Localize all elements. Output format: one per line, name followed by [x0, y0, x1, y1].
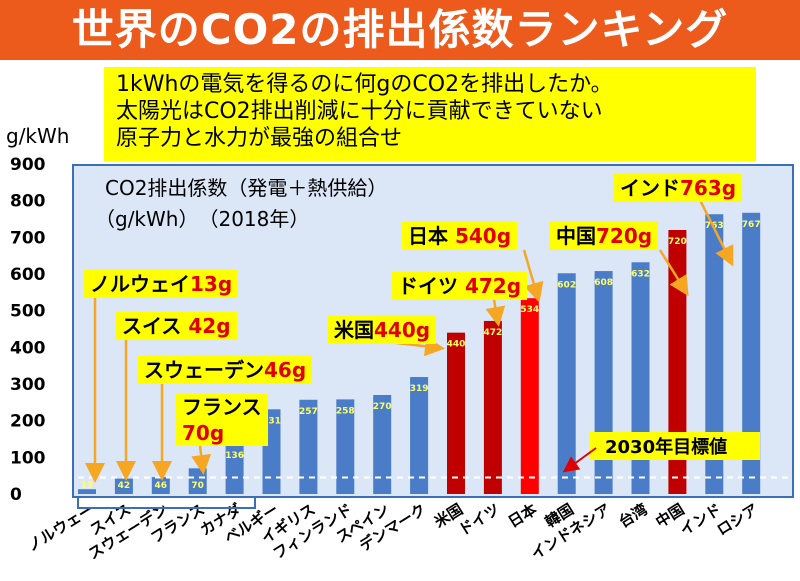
- page-title: 世界のCO2の排出係数ランキング: [71, 5, 729, 54]
- annotation-arrow: [485, 299, 506, 327]
- y-tick-label: 600: [10, 265, 46, 285]
- data-label: 472: [484, 328, 503, 338]
- bar: [299, 399, 318, 494]
- data-label: 720: [668, 237, 687, 247]
- annotation-usa: 米国440g: [328, 316, 437, 344]
- data-label: 608: [594, 278, 613, 288]
- x-tick-label: ロシア: [714, 500, 762, 539]
- bar: [557, 273, 576, 494]
- bar: [336, 399, 355, 494]
- data-label: 632: [631, 269, 650, 279]
- group-bracket: [77, 498, 256, 509]
- bar: [78, 489, 96, 494]
- bar: [520, 298, 539, 494]
- target-label-box: [590, 432, 760, 460]
- bar: [114, 478, 133, 494]
- y-tick-label: 300: [10, 375, 46, 395]
- annotation-france: フランス 70g: [176, 394, 268, 446]
- bar: [742, 212, 761, 494]
- title-bar: [0, 0, 800, 60]
- y-tick-label: 800: [10, 192, 46, 212]
- note-line-1: 1kWhの電気を得るのに何gのCO2を排出したか。: [116, 72, 613, 97]
- chart-subtitle: （g/kWh） （2018年）: [95, 207, 309, 231]
- y-tick-label: 0: [10, 485, 22, 505]
- annotation-arrow: [522, 249, 544, 303]
- data-label: 46: [155, 481, 168, 491]
- bar: [410, 377, 429, 494]
- note-line-2: 太陽光はCO2排出削減に十分に貢献できていない: [116, 99, 603, 124]
- annotation-china: 中国720g: [550, 222, 659, 250]
- data-label: 257: [299, 407, 318, 417]
- data-label: 42: [118, 481, 131, 491]
- bar: [705, 214, 724, 494]
- chart-title: CO2排出係数（発電＋熱供給）: [105, 176, 387, 200]
- annotation-switzerland: スイス 42g: [116, 312, 237, 340]
- bar: [594, 271, 613, 494]
- y-tick-label: 900: [10, 155, 46, 175]
- data-label: 258: [336, 406, 355, 416]
- y-tick-label: 500: [10, 302, 46, 322]
- bar: [373, 395, 392, 494]
- annotation-arrow: [658, 249, 689, 297]
- annotation-germany: ドイツ 472g: [392, 272, 528, 300]
- annotation-norway: ノルウェイ13g: [84, 270, 239, 298]
- target-arrow: [562, 447, 597, 473]
- data-label: 602: [557, 280, 576, 290]
- bar: [225, 444, 244, 494]
- x-tick-label: 台湾: [616, 500, 651, 531]
- data-label: 319: [410, 384, 429, 394]
- y-axis-unit-label: g/kWh: [6, 124, 70, 148]
- data-label: 534: [520, 305, 539, 315]
- data-label: 440: [447, 340, 466, 350]
- annotation-japan: 日本 540g: [402, 222, 518, 250]
- data-label: 767: [742, 220, 761, 230]
- data-label: 13: [81, 481, 94, 491]
- annotation-arrow: [191, 445, 212, 475]
- y-tick-label: 400: [10, 338, 46, 358]
- data-label: 70: [191, 481, 204, 491]
- note-line-3: 原子力と水力が最強の組合せ: [116, 126, 403, 151]
- bar: [151, 477, 170, 494]
- annotation-arrow: [698, 199, 734, 267]
- data-label: 136: [225, 451, 244, 461]
- x-tick-label: ドイツ: [455, 500, 503, 539]
- data-label: 270: [373, 402, 392, 412]
- annotation-india: インド763g: [614, 174, 743, 202]
- annotation-sweden: スウェーデン46g: [138, 356, 313, 384]
- target-label: 2030年目標値: [605, 436, 727, 458]
- y-tick-label: 200: [10, 412, 46, 432]
- x-tick-label: インド: [677, 500, 725, 539]
- bar: [447, 332, 465, 494]
- y-tick-label: 100: [10, 448, 46, 468]
- note-box: [104, 67, 756, 161]
- x-tick-label: 日本: [505, 500, 540, 531]
- y-tick-label: 700: [10, 228, 46, 248]
- bar: [483, 320, 502, 494]
- data-label: 231: [262, 416, 281, 426]
